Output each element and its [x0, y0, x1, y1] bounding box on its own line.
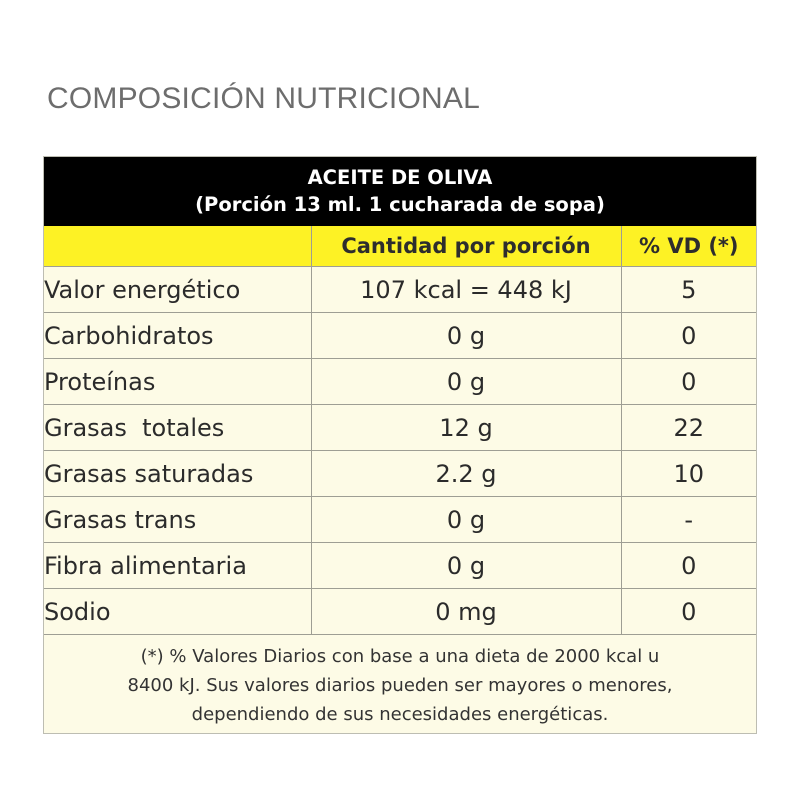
column-header-amount: Cantidad por porción — [310, 226, 622, 267]
table-row: Grasas totales 12 g 22 — [44, 404, 756, 451]
nutrient-vd: - — [620, 496, 756, 543]
table-row: Grasas saturadas 2.2 g 10 — [44, 450, 756, 497]
table-row: Sodio 0 mg 0 — [44, 588, 756, 635]
product-name: ACEITE DE OLIVA — [307, 166, 493, 189]
column-header-vd: % VD (*) — [620, 226, 756, 267]
nutrient-name: Grasas saturadas — [44, 450, 312, 497]
nutrient-vd: 22 — [620, 404, 756, 451]
nutrient-vd: 5 — [620, 266, 756, 313]
nutrient-vd: 0 — [620, 358, 756, 405]
footnote-line: dependiendo de sus necesidades energétic… — [191, 704, 609, 725]
nutrient-name: Grasas totales — [44, 404, 312, 451]
column-header-row: Cantidad por porción % VD (*) — [44, 226, 756, 267]
serving-size: (Porción 13 ml. 1 cucharada de sopa) — [195, 193, 605, 216]
nutrient-amount: 12 g — [310, 404, 622, 451]
nutrition-header: ACEITE DE OLIVA (Porción 13 ml. 1 cuchar… — [44, 157, 756, 226]
table-row: Valor energético 107 kcal = 448 kJ 5 — [44, 266, 756, 313]
table-row: Grasas trans 0 g - — [44, 496, 756, 543]
nutrient-amount: 0 mg — [310, 588, 622, 635]
table-row: Proteínas 0 g 0 — [44, 358, 756, 405]
nutrient-amount: 107 kcal = 448 kJ — [310, 266, 622, 313]
nutrient-amount: 0 g — [310, 312, 622, 359]
nutrition-table: Cantidad por porción % VD (*) Valor ener… — [44, 226, 756, 635]
table-row: Carbohidratos 0 g 0 — [44, 312, 756, 359]
footnote-line: (*) % Valores Diarios con base a una die… — [140, 646, 660, 667]
nutrient-vd: 0 — [620, 588, 756, 635]
nutrient-name: Carbohidratos — [44, 312, 312, 359]
footnote: (*) % Valores Diarios con base a una die… — [44, 634, 756, 733]
nutrient-amount: 0 g — [310, 542, 622, 589]
nutrient-name: Fibra alimentaria — [44, 542, 312, 589]
nutrient-vd: 0 — [620, 542, 756, 589]
nutrient-name: Proteínas — [44, 358, 312, 405]
nutrition-facts-panel: ACEITE DE OLIVA (Porción 13 ml. 1 cuchar… — [43, 156, 757, 734]
nutrient-vd: 0 — [620, 312, 756, 359]
table-row: Fibra alimentaria 0 g 0 — [44, 542, 756, 589]
nutrient-amount: 0 g — [310, 358, 622, 405]
nutrient-name: Grasas trans — [44, 496, 312, 543]
nutrient-name: Sodio — [44, 588, 312, 635]
nutrient-amount: 0 g — [310, 496, 622, 543]
footnote-line: 8400 kJ. Sus valores diarios pueden ser … — [127, 675, 673, 696]
column-header-nutrient — [44, 226, 312, 267]
nutrient-vd: 10 — [620, 450, 756, 497]
nutrient-amount: 2.2 g — [310, 450, 622, 497]
nutrient-name: Valor energético — [44, 266, 312, 313]
page-title: COMPOSICIÓN NUTRICIONAL — [47, 82, 480, 115]
